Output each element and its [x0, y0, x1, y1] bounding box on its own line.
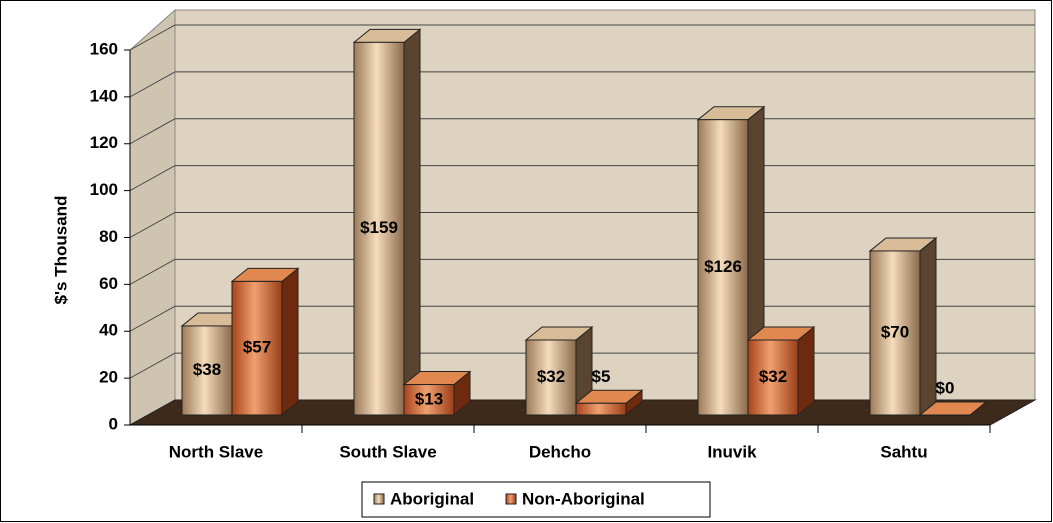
bar — [402, 370, 472, 417]
data-label: $13 — [415, 389, 443, 408]
y-tick-label: 160 — [90, 39, 118, 58]
y-axis-title: $'s Thousand — [51, 196, 70, 305]
legend — [361, 481, 711, 518]
bar-front — [231, 280, 283, 416]
legend-swatch — [505, 493, 517, 505]
grid-line — [129, 24, 1035, 51]
bar-front — [353, 41, 405, 416]
bar — [352, 28, 422, 417]
bar — [574, 389, 644, 417]
y-tick-label: 20 — [99, 368, 118, 387]
bar — [918, 401, 988, 416]
data-label: $126 — [704, 257, 742, 276]
bar-front — [181, 325, 233, 416]
grid-line — [129, 71, 1035, 98]
bar-front — [919, 414, 971, 416]
bar-front — [869, 250, 921, 416]
data-label: $57 — [243, 338, 271, 357]
bar-side — [797, 325, 815, 417]
y-tick-label: 120 — [90, 133, 118, 152]
legend-label: Aboriginal — [390, 489, 474, 508]
bar-front — [575, 402, 627, 416]
bar-side — [281, 267, 299, 417]
bar — [230, 267, 300, 417]
y-tick-label: 140 — [90, 86, 118, 105]
bar-front — [697, 119, 749, 416]
legend-label: Non-Aboriginal — [522, 489, 645, 508]
bar-side — [919, 236, 937, 417]
x-tick-label: Inuvik — [707, 442, 757, 461]
legend-swatch — [373, 493, 385, 505]
data-label: $0 — [936, 378, 955, 397]
bar-front — [525, 339, 577, 416]
data-label: $70 — [881, 322, 909, 341]
bar-front — [747, 339, 799, 416]
x-tick-label: North Slave — [169, 442, 263, 461]
data-label: $5 — [592, 367, 611, 386]
bar-side — [403, 28, 421, 417]
bar-front — [403, 384, 455, 416]
y-tick-label: 60 — [99, 274, 118, 293]
bar — [868, 236, 938, 417]
y-tick-label: 40 — [99, 321, 118, 340]
data-label: $32 — [537, 367, 565, 386]
x-tick-label: Dehcho — [529, 442, 591, 461]
bar — [746, 325, 816, 417]
y-tick-label: 80 — [99, 227, 118, 246]
data-label: $32 — [759, 367, 787, 386]
y-tick-label: 0 — [109, 414, 118, 433]
x-tick-label: South Slave — [339, 442, 436, 461]
side-wall — [129, 8, 176, 426]
data-label: $159 — [360, 218, 398, 237]
data-label: $38 — [193, 360, 221, 379]
y-tick-label: 100 — [90, 180, 118, 199]
x-tick-label: Sahtu — [880, 442, 927, 461]
